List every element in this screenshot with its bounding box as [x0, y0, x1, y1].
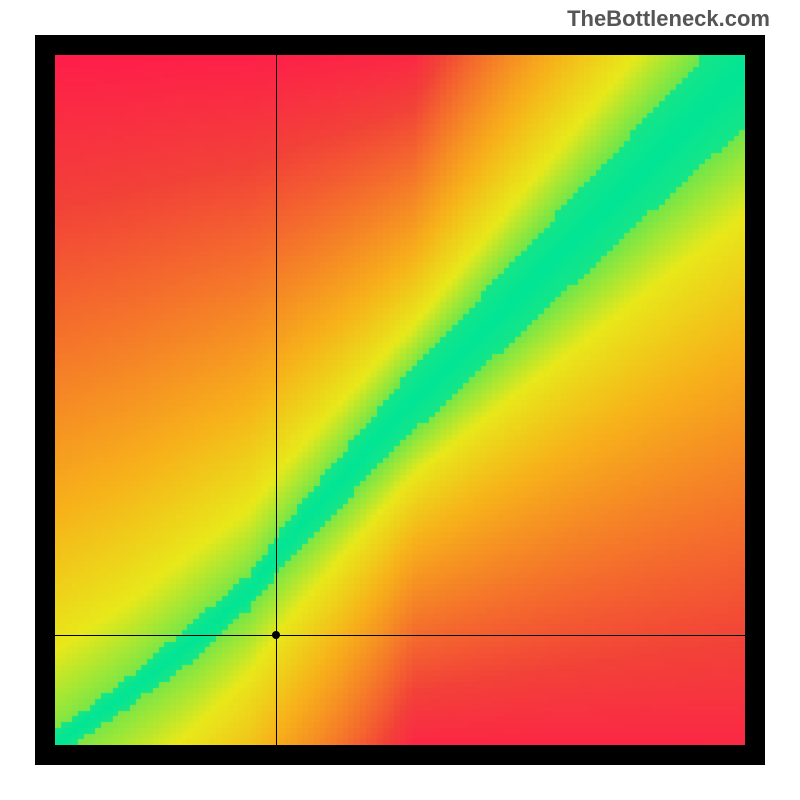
watermark-text: TheBottleneck.com — [567, 6, 770, 32]
crosshair-marker — [272, 631, 280, 639]
crosshair-horizontal — [55, 635, 745, 636]
heatmap-frame — [35, 35, 765, 765]
bottleneck-heatmap — [55, 55, 745, 745]
crosshair-vertical — [276, 55, 277, 745]
